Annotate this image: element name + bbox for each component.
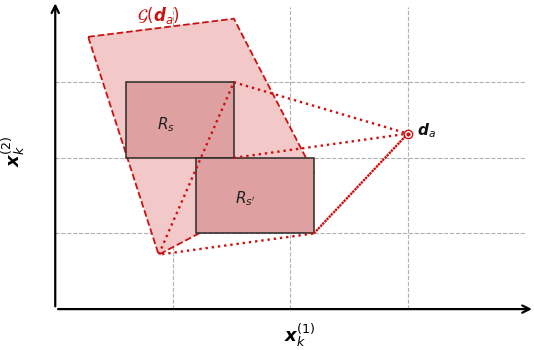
Text: $R_s$: $R_s$ [157,115,175,134]
Text: $\boldsymbol{d}_a$: $\boldsymbol{d}_a$ [417,121,436,140]
Polygon shape [197,158,314,233]
Text: $R_{s^\prime}$: $R_{s^\prime}$ [235,189,256,208]
Polygon shape [88,19,314,255]
Text: $\mathcal{G}(\boldsymbol{d}_a)$: $\mathcal{G}(\boldsymbol{d}_a)$ [137,5,180,26]
Text: $\boldsymbol{x}_k^{(1)}$: $\boldsymbol{x}_k^{(1)}$ [284,321,316,349]
Polygon shape [125,82,234,158]
Text: $\boldsymbol{x}_k^{(2)}$: $\boldsymbol{x}_k^{(2)}$ [0,136,27,167]
